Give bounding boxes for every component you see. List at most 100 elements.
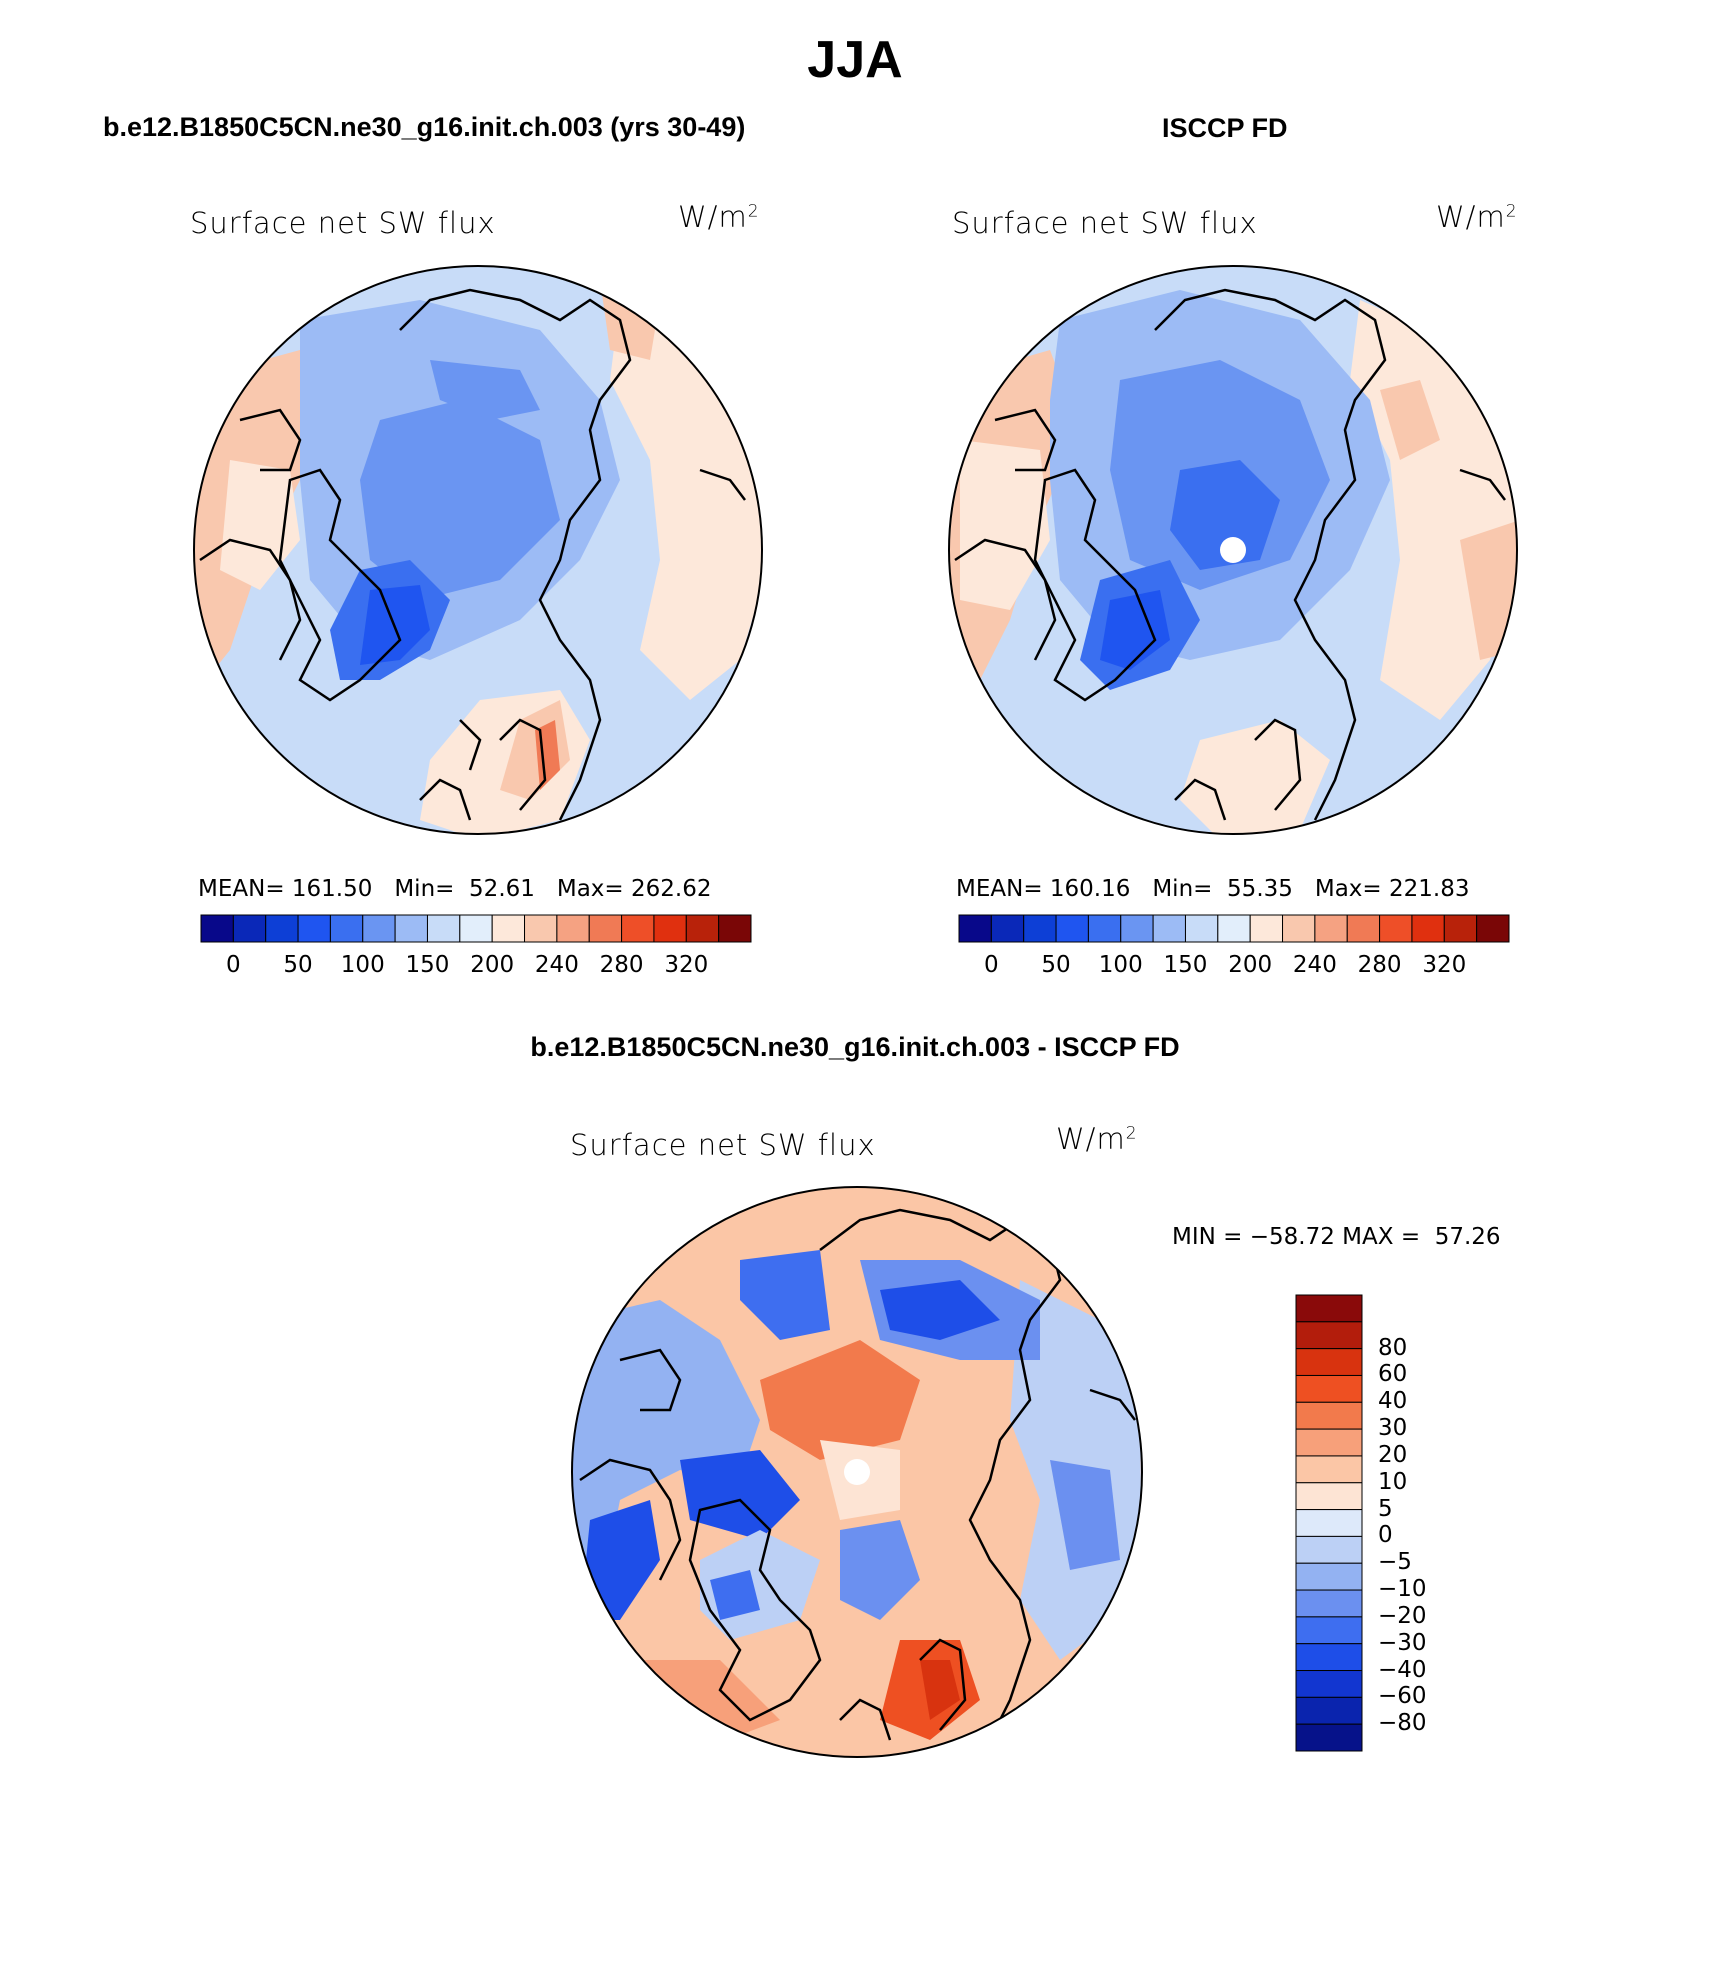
- model-case-title: b.e12.B1850C5CN.ne30_g16.init.ch.003 (yr…: [103, 112, 746, 142]
- colorbar-tick-label: 0: [984, 952, 999, 978]
- diff-colorbar-swatch: [1295, 1616, 1363, 1645]
- colorbar-swatch: [1411, 914, 1445, 943]
- diff-colorbar-label: 80: [1378, 1334, 1408, 1361]
- obs-colorbar: [958, 914, 1510, 943]
- diff-colorbar-swatch: [1295, 1509, 1363, 1537]
- diff-colorbar-labels: 80 60 40 30 20 10 5 0 −5 −10 −20 −30 −40 −60 −80: [1378, 1295, 1458, 1751]
- diff-units-label: W/m2: [1056, 1122, 1138, 1156]
- colorbar-swatch: [1476, 914, 1510, 943]
- obs-missing-pole: [1220, 537, 1246, 563]
- colorbar-swatch: [1087, 914, 1122, 943]
- colorbar-tick-label: 0: [226, 952, 241, 978]
- diff-coastlines: [579, 1208, 1136, 1741]
- diff-colorbar-swatch: [1295, 1455, 1363, 1484]
- diff-stats: MIN = −58.72 MAX = 57.26: [1172, 1224, 1501, 1250]
- model-coastlines: [199, 288, 746, 821]
- colorbar-swatch: [1249, 914, 1284, 943]
- colorbar-swatch: [588, 914, 623, 943]
- colorbar-swatch: [394, 914, 428, 943]
- diff-title: b.e12.B1850C5CN.ne30_g16.init.ch.003 - I…: [530, 1032, 1180, 1062]
- diff-colorbar-swatch: [1295, 1294, 1363, 1323]
- diff-colorbar-swatch: [1295, 1670, 1363, 1698]
- colorbar-tick-label: 240: [1292, 952, 1337, 978]
- colorbar-swatch: [232, 914, 267, 943]
- diff-colorbar-label: 0: [1378, 1522, 1393, 1549]
- diff-colorbar-label: 20: [1378, 1441, 1408, 1468]
- diff-colorbar-swatch: [1295, 1589, 1363, 1618]
- colorbar-swatch: [1282, 914, 1316, 943]
- colorbar-swatch: [1314, 914, 1348, 943]
- colorbar-tick-label: 280: [599, 952, 644, 978]
- colorbar-swatch: [621, 914, 655, 943]
- diff-colorbar-label: 30: [1378, 1415, 1408, 1442]
- colorbar-swatch: [362, 914, 396, 943]
- diff-colorbar-swatch: [1295, 1643, 1363, 1672]
- colorbar-swatch: [426, 914, 461, 943]
- diff-colorbar: [1295, 1294, 1363, 1752]
- diff-colorbar-swatch: [1295, 1348, 1363, 1376]
- colorbar-tick-label: 280: [1357, 952, 1402, 978]
- obs-stats: MEAN= 160.16 Min= 55.35 Max= 221.83: [956, 876, 1470, 902]
- colorbar-tick-label: 240: [534, 952, 579, 978]
- diff-colorbar-label: 60: [1378, 1361, 1408, 1388]
- colorbar-swatch: [265, 914, 299, 943]
- diff-colorbar-label: −5: [1378, 1549, 1412, 1576]
- colorbar-swatch: [297, 914, 331, 943]
- colorbar-swatch: [200, 914, 234, 943]
- model-colorbar: [200, 914, 752, 943]
- colorbar-tick-label: 100: [340, 952, 385, 978]
- colorbar-tick-label: 320: [664, 952, 709, 978]
- colorbar-tick-label: 200: [470, 952, 515, 978]
- colorbar-swatch: [556, 914, 590, 943]
- colorbar-tick-label: 50: [283, 952, 313, 978]
- colorbar-swatch: [1443, 914, 1478, 943]
- colorbar-swatch: [718, 914, 752, 943]
- colorbar-tick-label: 150: [1163, 952, 1208, 978]
- model-units-label: W/m2: [678, 200, 760, 234]
- colorbar-tick-label: 150: [405, 952, 450, 978]
- colorbar-swatch: [1184, 914, 1219, 943]
- diff-missing-pole: [844, 1459, 870, 1485]
- diff-colorbar-label: −30: [1378, 1629, 1427, 1656]
- obs-variable-label: Surface net SW flux: [952, 206, 1258, 240]
- diff-colorbar-label: 40: [1378, 1388, 1408, 1415]
- colorbar-swatch: [685, 914, 720, 943]
- diff-colorbar-swatch: [1295, 1696, 1363, 1725]
- colorbar-swatch: [1055, 914, 1089, 943]
- colorbar-swatch: [524, 914, 558, 943]
- season-title: JJA: [807, 31, 903, 89]
- colorbar-swatch: [990, 914, 1025, 943]
- diff-colorbar-label: −80: [1378, 1710, 1427, 1737]
- colorbar-swatch: [1379, 914, 1413, 943]
- model-variable-label: Surface net SW flux: [190, 206, 496, 240]
- colorbar-swatch: [1217, 914, 1251, 943]
- diff-colorbar-swatch: [1295, 1428, 1363, 1457]
- diff-colorbar-label: −20: [1378, 1602, 1427, 1629]
- diff-colorbar-swatch: [1295, 1723, 1363, 1752]
- colorbar-swatch: [653, 914, 687, 943]
- obs-coastlines: [954, 288, 1506, 821]
- diff-colorbar-swatch: [1295, 1374, 1363, 1403]
- model-colorbar-ticks: 0 50 100 150 200 240 280 320: [201, 952, 751, 982]
- colorbar-swatch: [958, 914, 992, 943]
- obs-flux-field: [949, 266, 1517, 834]
- obs-title: ISCCP FD: [1162, 113, 1288, 143]
- colorbar-tick-label: 200: [1228, 952, 1273, 978]
- colorbar-swatch: [1152, 914, 1186, 943]
- obs-units-label: W/m2: [1436, 200, 1518, 234]
- diff-colorbar-swatch: [1295, 1562, 1363, 1591]
- model-stats: MEAN= 161.50 Min= 52.61 Max= 262.62: [198, 876, 712, 902]
- diff-colorbar-swatch: [1295, 1401, 1363, 1430]
- diff-colorbar-label: 10: [1378, 1468, 1408, 1495]
- colorbar-swatch: [329, 914, 364, 943]
- colorbar-swatch: [1023, 914, 1057, 943]
- colorbar-swatch: [1346, 914, 1381, 943]
- diff-colorbar-swatch: [1295, 1482, 1363, 1511]
- colorbar-tick-label: 320: [1422, 952, 1467, 978]
- diff-colorbar-label: 5: [1378, 1495, 1393, 1522]
- colorbar-swatch: [459, 914, 493, 943]
- diff-colorbar-swatch: [1295, 1535, 1363, 1564]
- colorbar-swatch: [1120, 914, 1154, 943]
- colorbar-tick-label: 50: [1041, 952, 1071, 978]
